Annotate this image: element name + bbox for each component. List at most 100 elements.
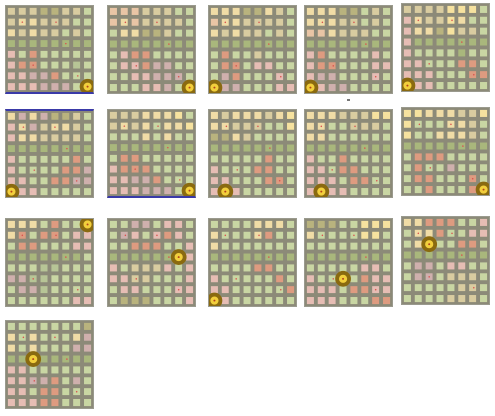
marker-dot: [124, 21, 127, 24]
marker-dot: [461, 41, 463, 43]
marker-dot: [156, 234, 158, 237]
board-cell[interactable]: [476, 78, 489, 91]
marker-dot: [32, 64, 34, 66]
board-cell[interactable]: [182, 293, 195, 306]
puzzle-board: [6, 111, 93, 197]
coin-center-dot: [10, 190, 13, 193]
board-thumbnail[interactable]: [304, 218, 393, 307]
marker-dot: [354, 125, 356, 128]
marker-dot: [135, 278, 138, 280]
board-thumbnail[interactable]: [208, 5, 297, 94]
board-thumbnail[interactable]: [401, 3, 490, 92]
board-cell[interactable]: [379, 184, 392, 197]
board-thumbnail[interactable]: [5, 320, 94, 409]
coin-center-dot: [213, 299, 216, 302]
board-thumbnail[interactable]: [304, 5, 393, 94]
marker-dot: [177, 288, 180, 291]
coin-center-dot: [213, 86, 216, 89]
marker-dot: [451, 19, 453, 22]
puzzle-board: [6, 219, 93, 306]
marker-dot: [235, 278, 237, 280]
marker-dot: [353, 234, 355, 237]
board-cell[interactable]: [476, 291, 489, 304]
board-thumbnail[interactable]: [208, 218, 297, 307]
board-cell[interactable]: [80, 184, 93, 197]
marker-dot: [365, 43, 367, 45]
marker-dot: [177, 75, 180, 78]
board-cell[interactable]: [80, 395, 93, 408]
marker-dot: [21, 234, 24, 237]
board-thumbnail[interactable]: [5, 218, 94, 307]
marker-dot: [33, 169, 36, 171]
marker-dot: [179, 179, 181, 181]
board-thumbnail[interactable]: [401, 107, 490, 196]
marker-dot: [224, 21, 227, 24]
marker-dot: [331, 169, 333, 171]
coin-center-dot: [428, 243, 431, 246]
marker-dot: [65, 42, 67, 45]
marker-dot: [75, 180, 78, 182]
marker-dot: [66, 358, 68, 360]
board-thumbnail[interactable]: [304, 109, 393, 198]
marker-dot: [321, 21, 324, 24]
coin-center-dot: [342, 277, 345, 280]
board-thumbnail[interactable]: [5, 109, 94, 198]
board-thumbnail[interactable]: [107, 218, 196, 307]
board-cell[interactable]: [379, 80, 392, 93]
marker-dot: [54, 126, 56, 128]
marker-dot: [451, 232, 453, 235]
puzzle-board: [6, 6, 93, 92]
marker-dot: [473, 73, 475, 76]
coin-center-dot: [32, 358, 35, 361]
marker-dot: [22, 336, 25, 339]
board-cell[interactable]: [283, 80, 296, 93]
marker-dot: [75, 390, 78, 393]
marker-dot: [55, 234, 57, 237]
coin-center-dot: [86, 223, 89, 226]
puzzle-board: [305, 6, 392, 93]
board-thumbnail[interactable]: [208, 109, 297, 198]
marker-dot: [374, 288, 377, 291]
marker-dot: [21, 21, 24, 23]
board-thumbnail[interactable]: [401, 216, 490, 305]
marker-dot: [269, 147, 271, 149]
marker-dot: [268, 43, 270, 45]
marker-dot: [258, 21, 260, 24]
marker-dot: [66, 147, 68, 150]
marker-dot: [77, 75, 79, 77]
marker-dot: [236, 169, 239, 171]
marker-dot: [321, 234, 324, 237]
marker-dot: [332, 65, 335, 67]
coin-center-dot: [188, 86, 191, 89]
marker-dot: [417, 232, 420, 235]
puzzle-board: [209, 110, 296, 197]
marker-dot: [156, 21, 158, 24]
board-thumbnail[interactable]: [5, 5, 94, 94]
marker-dot: [135, 65, 138, 67]
marker-dot: [374, 75, 377, 78]
marker-dot: [268, 256, 270, 258]
puzzle-board: [402, 108, 489, 195]
marker-dot: [257, 125, 259, 128]
marker-dot: [168, 43, 170, 45]
puzzle-board: [305, 219, 392, 306]
board-thumbnail[interactable]: [107, 5, 196, 94]
board-cell[interactable]: [80, 293, 93, 306]
marker-dot: [258, 234, 260, 237]
board-cell[interactable]: [283, 184, 296, 197]
board-cell[interactable]: [379, 293, 392, 306]
coin-center-dot: [406, 84, 409, 87]
coin-center-dot: [86, 85, 89, 88]
marker-dot: [224, 234, 227, 237]
board-thumbnail[interactable]: [107, 109, 196, 198]
coin-center-dot: [309, 86, 312, 89]
marker-dot: [77, 288, 79, 291]
marker-dot: [365, 256, 367, 258]
marker-dot: [320, 125, 323, 128]
marker-dot: [167, 146, 169, 149]
coin-center-dot: [482, 188, 485, 191]
marker-dot: [32, 278, 34, 280]
marker-dot: [364, 147, 366, 149]
marker-dot: [376, 179, 378, 182]
board-cell[interactable]: [283, 293, 296, 306]
